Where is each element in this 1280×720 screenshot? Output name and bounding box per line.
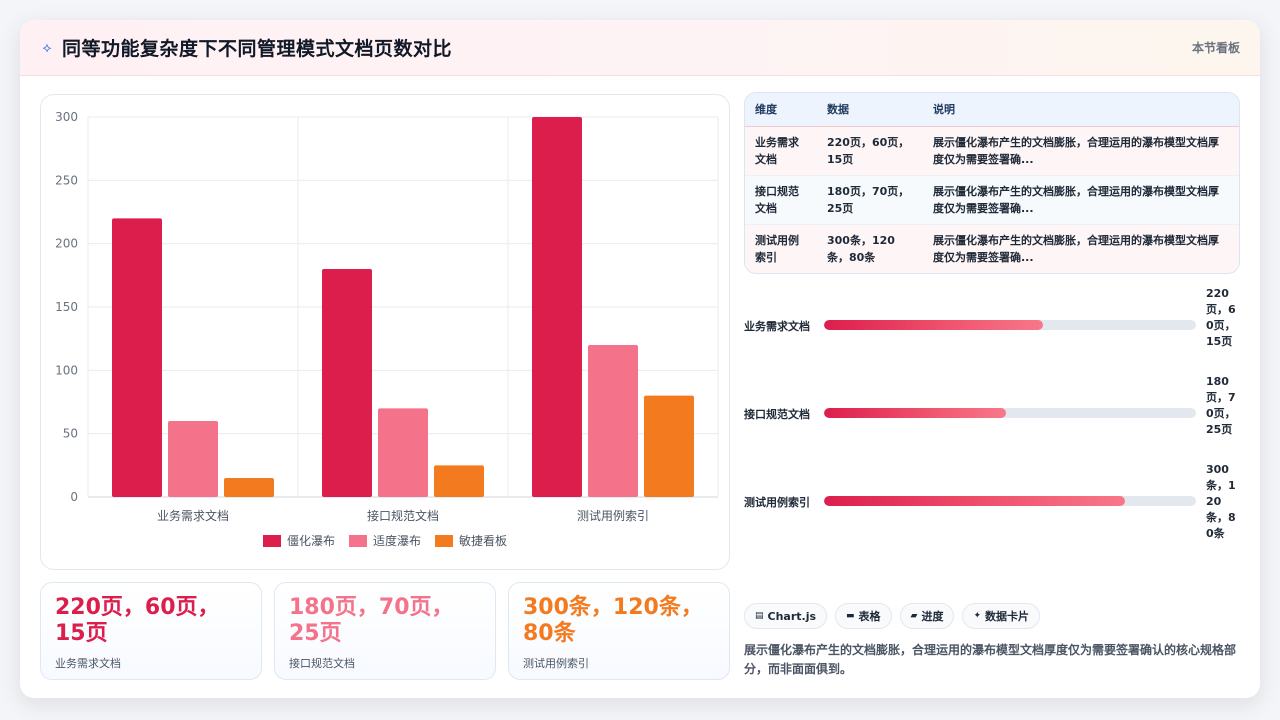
chart-icon: ▤ bbox=[755, 611, 764, 621]
legend-item-series-2[interactable]: 适度瀑布 bbox=[348, 532, 421, 549]
table-header-cell: 维度 bbox=[745, 93, 817, 127]
stat-label: 测试用例索引 bbox=[523, 657, 589, 670]
stat-label: 接口规范文档 bbox=[289, 657, 355, 670]
stat-value: 300条，120条，80条 bbox=[523, 595, 703, 646]
y-tick-label: 0 bbox=[70, 490, 78, 504]
table-cell-data: 220页，60页，15页 bbox=[817, 126, 923, 176]
tag-progress[interactable]: ▰ 进度 bbox=[899, 603, 955, 629]
tag-label: 进度 bbox=[921, 610, 944, 623]
stat-card-interface: 180页，70页，25页 接口规范文档 bbox=[274, 582, 496, 680]
table-cell-dimension: 测试用例索引 bbox=[745, 224, 817, 273]
tag-chartjs[interactable]: ▤ Chart.js bbox=[744, 603, 828, 629]
tag-label: 表格 bbox=[858, 610, 881, 623]
tag-table[interactable]: ▬ 表格 bbox=[835, 603, 892, 629]
legend-swatch bbox=[348, 534, 367, 547]
stat-card-testcases: 300条，120条，80条 测试用例索引 bbox=[508, 582, 730, 680]
sparkle-icon: ⟡ bbox=[42, 39, 52, 56]
stat-card-requirements: 220页，60页，15页 业务需求文档 bbox=[40, 582, 262, 680]
y-tick-label: 200 bbox=[55, 237, 78, 251]
table-cell-data: 180页，70页，25页 bbox=[817, 175, 923, 225]
header: ⟡ 同等功能复杂度下不同管理模式文档页数对比 本节看板 bbox=[20, 20, 1260, 76]
table-cell-data: 300条，120条，80条 bbox=[817, 224, 923, 273]
y-tick-label: 300 bbox=[55, 110, 78, 124]
bar-2 bbox=[588, 345, 638, 497]
page-title: 同等功能复杂度下不同管理模式文档页数对比 bbox=[62, 38, 453, 60]
table-cell-description: 展示僵化瀑布产生的文档膨胀，合理运用的瀑布模型文档厚度仅为需要签署确... bbox=[923, 224, 1239, 273]
bar-3 bbox=[224, 478, 274, 497]
progress-track bbox=[824, 320, 1196, 330]
table-header-cell: 数据 bbox=[817, 93, 923, 127]
table-cell-dimension: 接口规范文档 bbox=[745, 175, 817, 225]
tag-list: ▤ Chart.js ▬ 表格 ▰ 进度 ✦ 数据卡片 bbox=[744, 603, 1041, 629]
progress-track bbox=[824, 496, 1196, 506]
legend-item-series-1[interactable]: 僵化瀑布 bbox=[262, 532, 335, 549]
progress-label: 测试用例索引 bbox=[744, 496, 810, 509]
x-tick-label: 业务需求文档 bbox=[157, 508, 229, 523]
progress-fill bbox=[824, 496, 1126, 506]
card-icon: ✦ bbox=[973, 611, 982, 621]
progress-icon: ▰ bbox=[910, 611, 918, 621]
legend-swatch bbox=[262, 534, 281, 547]
bar-1 bbox=[532, 117, 582, 497]
bar-2 bbox=[378, 408, 428, 497]
table-row: 业务需求文档 220页，60页，15页 展示僵化瀑布产生的文档膨胀，合理运用的瀑… bbox=[745, 126, 1239, 176]
legend-item-series-3[interactable]: 敏捷看板 bbox=[435, 532, 507, 549]
data-table: 维度 数据 说明 业务需求文档 220页，60页，15页 展示僵化瀑布产生的文档… bbox=[744, 92, 1240, 274]
section-board-link[interactable]: 本节看板 bbox=[1191, 41, 1240, 55]
tag-label: Chart.js bbox=[767, 609, 817, 623]
bar-3 bbox=[644, 395, 694, 497]
legend-label: 僵化瀑布 bbox=[286, 534, 335, 548]
stat-value: 220页，60页，15页 bbox=[55, 595, 220, 646]
table-row: 接口规范文档 180页，70页，25页 展示僵化瀑布产生的文档膨胀，合理运用的瀑… bbox=[745, 175, 1239, 225]
table-cell-dimension: 业务需求文档 bbox=[745, 126, 817, 176]
table-row: 测试用例索引 300条，120条，80条 展示僵化瀑布产生的文档膨胀，合理运用的… bbox=[745, 224, 1239, 273]
progress-value: 300条，120条，80条 bbox=[1206, 463, 1236, 540]
progress-fill bbox=[824, 408, 1007, 418]
table-cell-description: 展示僵化瀑布产生的文档膨胀，合理运用的瀑布模型文档厚度仅为需要签署确... bbox=[923, 175, 1239, 225]
progress-track bbox=[824, 408, 1196, 418]
title-group: ⟡ 同等功能复杂度下不同管理模式文档页数对比 bbox=[40, 34, 452, 61]
progress-fill bbox=[824, 320, 1044, 330]
progress-label: 业务需求文档 bbox=[744, 320, 810, 333]
chart-legend: 僵化瀑布 适度瀑布 敏捷看板 bbox=[41, 532, 729, 549]
table-header-row: 维度 数据 说明 bbox=[745, 93, 1239, 127]
x-tick-label: 接口规范文档 bbox=[367, 508, 439, 523]
dashboard-card: ⟡ 同等功能复杂度下不同管理模式文档页数对比 本节看板 0 50 100 150 200… bbox=[20, 20, 1260, 698]
legend-label: 敏捷看板 bbox=[459, 534, 508, 548]
table-header-cell: 说明 bbox=[923, 93, 1239, 127]
stat-value: 180页，70页，25页 bbox=[289, 595, 454, 646]
y-tick-label: 250 bbox=[55, 173, 78, 187]
progress-value: 220页，60页，15页 bbox=[1206, 287, 1236, 348]
bar-2 bbox=[168, 421, 218, 497]
tag-label: 数据卡片 bbox=[985, 610, 1030, 623]
progress-value: 180页，70页，25页 bbox=[1206, 375, 1236, 436]
y-tick-label: 50 bbox=[63, 427, 78, 441]
bar-chart-svg: 0 50 100 150 200 250 300 业务需求文档 接口规范文档 测试用例索引 bbox=[55, 110, 719, 523]
y-tick-label: 150 bbox=[55, 300, 78, 314]
bar-1 bbox=[112, 218, 162, 497]
y-tick-label: 100 bbox=[55, 363, 78, 377]
tag-data-card[interactable]: ✦ 数据卡片 bbox=[962, 603, 1041, 629]
footnote: 展示僵化瀑布产生的文档膨胀，合理运用的瀑布模型文档厚度仅为需要签署确认的核心规格… bbox=[744, 643, 1237, 676]
stat-label: 业务需求文档 bbox=[55, 657, 121, 670]
bar-1 bbox=[322, 269, 372, 497]
x-tick-label: 测试用例索引 bbox=[577, 508, 649, 523]
progress-label: 接口规范文档 bbox=[744, 408, 810, 421]
legend-swatch bbox=[435, 534, 453, 547]
table-icon: ▬ bbox=[846, 611, 855, 621]
legend-label: 适度瀑布 bbox=[372, 534, 421, 548]
bar-3 bbox=[434, 465, 484, 497]
table-cell-description: 展示僵化瀑布产生的文档膨胀，合理运用的瀑布模型文档厚度仅为需要签署确... bbox=[923, 126, 1239, 176]
bar-chart: 0 50 100 150 200 250 300 业务需求文档 接口规范文档 测试用例索引 僵化瀑… bbox=[40, 94, 730, 570]
